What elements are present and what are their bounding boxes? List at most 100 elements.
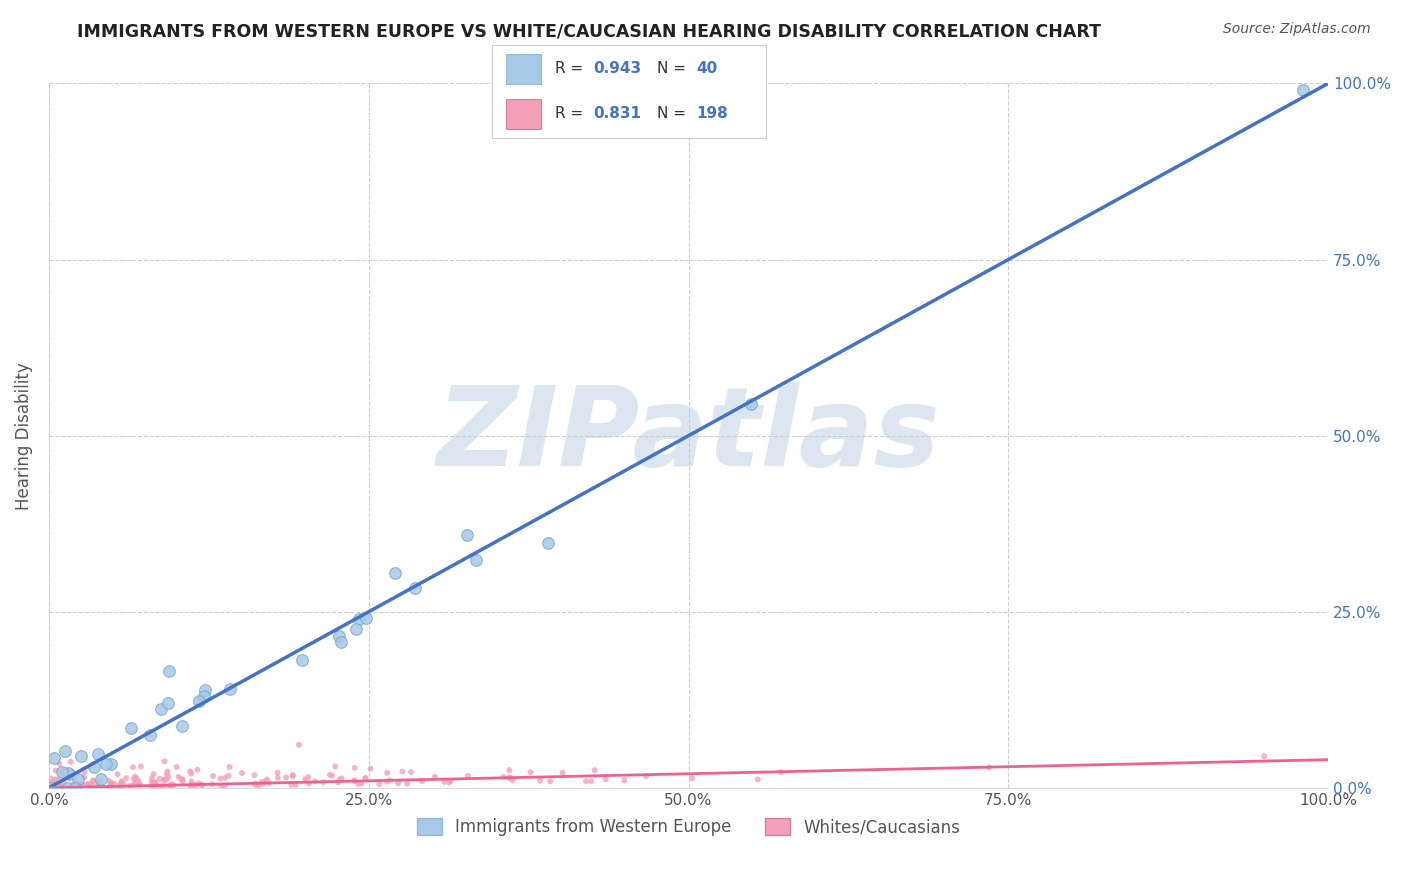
Text: 40: 40 [696, 61, 717, 76]
Point [423, 770, 446, 784]
Point [349, 612, 371, 626]
Point [142, 767, 165, 781]
Point [979, 760, 1001, 774]
Point [125, 771, 148, 785]
Point [180, 779, 202, 793]
Point [411, 774, 433, 789]
Y-axis label: Hearing Disability: Hearing Disability [15, 362, 32, 509]
Point [100, 776, 122, 790]
Point [149, 772, 172, 786]
Point [172, 772, 194, 787]
Point [63, 780, 86, 795]
Point [347, 777, 370, 791]
Point [281, 769, 304, 783]
Point [323, 759, 346, 773]
Point [281, 768, 304, 782]
Point [343, 761, 366, 775]
Point [350, 776, 373, 790]
Point [575, 774, 598, 789]
Point [80, 776, 103, 790]
Point [145, 776, 167, 790]
Point [39, 776, 62, 790]
Point [396, 776, 419, 790]
Point [58, 767, 80, 781]
Point [253, 774, 276, 789]
Point [219, 681, 242, 696]
Point [354, 611, 377, 625]
Point [156, 764, 179, 779]
Point [312, 775, 335, 789]
Point [193, 689, 215, 703]
Point [184, 778, 207, 792]
Point [747, 772, 769, 787]
Point [66, 778, 89, 792]
Point [433, 774, 456, 789]
Point [39, 780, 62, 794]
Point [218, 760, 240, 774]
Point [124, 770, 146, 784]
Point [188, 694, 211, 708]
Point [498, 763, 520, 777]
Point [149, 780, 172, 794]
Point [157, 696, 180, 710]
Point [172, 774, 194, 789]
Point [172, 719, 194, 733]
Point [330, 772, 353, 786]
Point [129, 777, 152, 791]
Point [87, 747, 110, 762]
Point [42, 776, 65, 790]
Point [94, 756, 117, 771]
Point [73, 779, 96, 793]
Point [180, 766, 202, 780]
Point [45, 764, 67, 778]
Point [157, 779, 180, 793]
Point [456, 528, 478, 542]
Point [53, 774, 76, 789]
Point [53, 744, 76, 758]
Point [108, 780, 131, 794]
Point [129, 759, 152, 773]
Point [127, 774, 149, 789]
Point [48, 756, 70, 771]
Point [298, 776, 321, 790]
Point [51, 765, 73, 780]
Point [141, 775, 163, 789]
Point [375, 765, 398, 780]
Point [214, 771, 236, 785]
Point [89, 778, 111, 792]
Point [180, 777, 202, 791]
Point [201, 777, 224, 791]
Text: Source: ZipAtlas.com: Source: ZipAtlas.com [1223, 22, 1371, 37]
Point [319, 768, 342, 782]
Point [186, 763, 208, 777]
Point [368, 777, 391, 791]
Point [52, 779, 75, 793]
Point [770, 765, 793, 780]
Point [120, 721, 142, 735]
Point [245, 778, 267, 792]
Point [613, 773, 636, 788]
Point [218, 769, 240, 783]
Point [73, 765, 96, 780]
Point [142, 778, 165, 792]
Point [328, 772, 350, 787]
Point [66, 772, 89, 787]
Point [69, 776, 91, 790]
Point [360, 762, 382, 776]
Point [583, 764, 606, 778]
Point [141, 779, 163, 793]
Point [44, 777, 66, 791]
Point [162, 779, 184, 793]
Point [149, 701, 172, 715]
Point [326, 775, 349, 789]
Point [498, 771, 520, 785]
Point [156, 767, 179, 781]
Point [297, 770, 319, 784]
Point [38, 779, 60, 793]
Point [170, 772, 193, 787]
Point [243, 768, 266, 782]
Point [51, 767, 73, 781]
Point [384, 566, 406, 581]
Point [160, 777, 183, 791]
Point [127, 774, 149, 789]
